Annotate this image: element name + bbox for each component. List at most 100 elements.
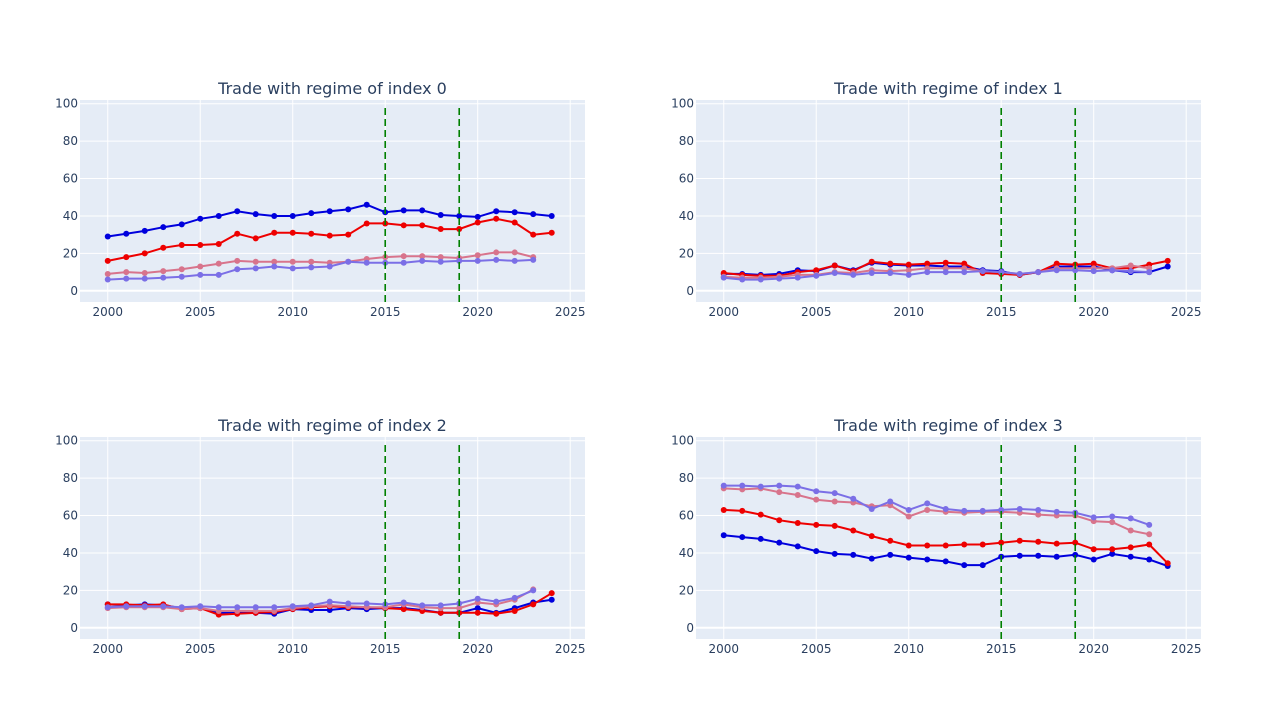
x-tick-label: 2020 <box>462 305 493 319</box>
data-point <box>548 590 555 597</box>
y-tick-label: 100 <box>55 97 78 111</box>
data-point <box>1090 556 1097 563</box>
x-tick-label: 2005 <box>801 305 832 319</box>
data-point <box>530 587 537 594</box>
data-point <box>905 261 912 268</box>
data-point <box>998 539 1005 546</box>
y-tick-label: 60 <box>63 509 78 523</box>
data-point <box>104 270 111 277</box>
data-point <box>178 241 185 248</box>
data-point <box>511 219 518 226</box>
data-point <box>363 201 370 208</box>
data-point <box>308 258 315 265</box>
data-point <box>1016 552 1023 559</box>
data-point <box>794 543 801 550</box>
data-point <box>924 556 931 563</box>
data-point <box>308 230 315 237</box>
y-tick-label: 40 <box>63 546 78 560</box>
x-tick-label: 2020 <box>1078 642 1109 656</box>
x-tick-label: 2025 <box>1171 305 1202 319</box>
data-point <box>345 231 352 238</box>
data-point <box>757 483 764 490</box>
data-point <box>363 220 370 227</box>
data-point <box>104 233 111 240</box>
y-tick-label: 60 <box>63 172 78 186</box>
data-point <box>345 600 352 607</box>
data-point <box>979 562 986 569</box>
x-tick-label: 2010 <box>893 305 924 319</box>
data-point <box>493 208 500 215</box>
x-tick-label: 2000 <box>92 642 123 656</box>
data-point <box>197 241 204 248</box>
data-point <box>1164 560 1171 567</box>
data-point <box>178 273 185 280</box>
x-tick-label: 2025 <box>1171 642 1202 656</box>
data-point <box>831 270 838 277</box>
data-point <box>400 207 407 214</box>
data-point <box>141 250 148 257</box>
data-point <box>1090 268 1097 275</box>
data-point <box>104 257 111 264</box>
data-point <box>456 212 463 219</box>
data-point <box>1127 527 1134 534</box>
x-tick-label: 2015 <box>986 642 1017 656</box>
y-tick-label: 0 <box>686 284 694 298</box>
x-tick-label: 2015 <box>986 305 1017 319</box>
data-point <box>419 207 426 214</box>
data-point <box>1146 521 1153 528</box>
data-point <box>887 537 894 544</box>
data-point <box>998 269 1005 276</box>
data-point <box>1109 267 1116 274</box>
data-point <box>1016 506 1023 513</box>
data-point <box>252 211 259 218</box>
data-point <box>905 554 912 561</box>
data-point <box>197 215 204 222</box>
subplot-title: Trade with regime of index 3 <box>833 416 1063 435</box>
data-point <box>493 215 500 222</box>
data-point <box>1053 267 1060 274</box>
data-point <box>850 495 857 502</box>
data-point <box>1035 506 1042 513</box>
data-point <box>1109 513 1116 520</box>
data-point <box>234 266 241 273</box>
subplot-2: 2000 2005 2010 2015 2020 2025 0 20 40 60 80 100 Trad… <box>55 416 585 656</box>
data-point <box>831 522 838 529</box>
data-point <box>215 271 222 278</box>
data-point <box>252 235 259 242</box>
data-point <box>905 271 912 278</box>
y-tick-label: 20 <box>63 246 78 260</box>
data-point <box>850 271 857 278</box>
subplot-0: 2000 2005 2010 2015 2020 2025 0 20 40 60 80 100 Trad… <box>55 79 585 319</box>
data-point <box>289 265 296 272</box>
data-point <box>868 258 875 265</box>
data-point <box>887 551 894 558</box>
data-point <box>178 266 185 273</box>
data-point <box>326 263 333 270</box>
data-point <box>437 609 444 616</box>
data-point <box>1127 515 1134 522</box>
data-point <box>961 269 968 276</box>
data-point <box>1053 508 1060 515</box>
data-point <box>813 548 820 555</box>
series-line-3 <box>107 258 534 281</box>
data-point <box>961 260 968 267</box>
data-point <box>308 210 315 217</box>
x-tick-label: 2010 <box>277 642 308 656</box>
y-tick-label: 20 <box>63 583 78 597</box>
data-point <box>720 532 727 539</box>
y-tick-label: 40 <box>679 209 694 223</box>
data-point <box>160 224 167 231</box>
x-tick-label: 2000 <box>708 642 739 656</box>
plot-area <box>696 437 1201 639</box>
y-tick-label: 0 <box>686 621 694 635</box>
data-point <box>1146 269 1153 276</box>
data-point <box>905 542 912 549</box>
data-point <box>141 603 148 610</box>
data-point <box>1072 551 1079 558</box>
data-point <box>1035 552 1042 559</box>
data-point <box>511 594 518 601</box>
data-point <box>1035 511 1042 518</box>
data-point <box>739 507 746 514</box>
data-point <box>887 260 894 267</box>
